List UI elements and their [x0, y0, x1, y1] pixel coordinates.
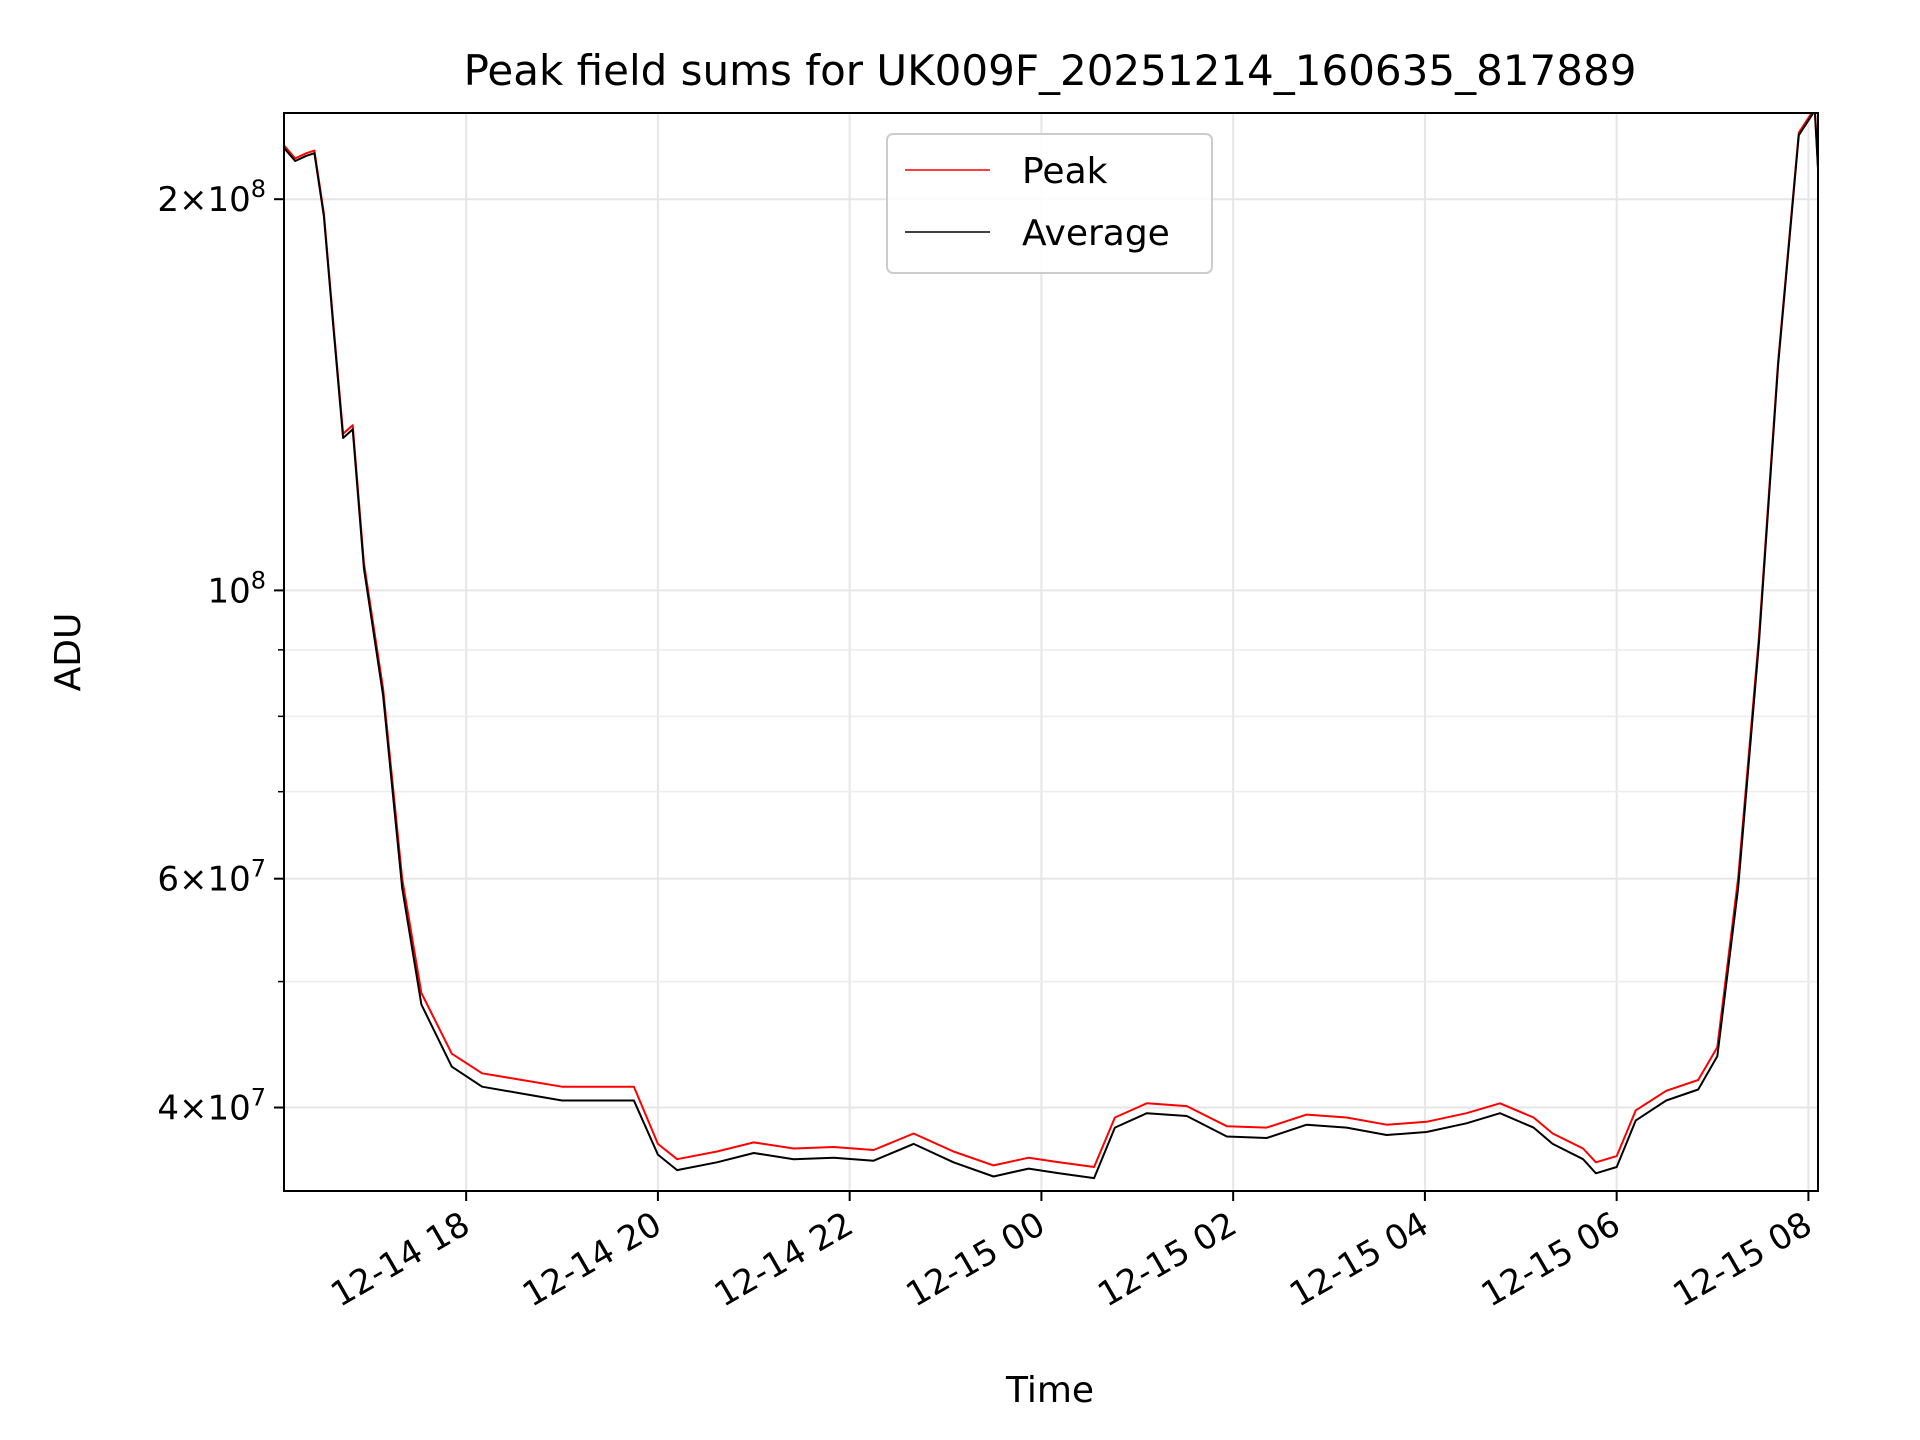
- chart-title: Peak field sums for UK009F_20251214_1606…: [464, 46, 1637, 95]
- y-tick-label-3: 2×108: [157, 175, 266, 220]
- y-axis-ticks: 4×107 6×107 108 2×108: [157, 175, 284, 1129]
- grid: [284, 113, 1818, 1191]
- legend-label-average: Average: [1022, 213, 1170, 254]
- y-axis-label: ADU: [48, 613, 89, 692]
- series-line-average: [284, 113, 1818, 1180]
- legend: Peak Average: [886, 133, 1213, 274]
- y-tick-label-1: 6×107: [157, 855, 266, 900]
- plot-frame: [283, 112, 1819, 1192]
- legend-box: [886, 133, 1213, 274]
- legend-label-peak: Peak: [1022, 151, 1108, 192]
- y-tick-label-0: 4×107: [157, 1084, 266, 1129]
- y-tick-label-2: 108: [207, 566, 266, 611]
- series-lines: [284, 113, 1818, 1180]
- x-axis-label: Time: [1005, 1370, 1094, 1411]
